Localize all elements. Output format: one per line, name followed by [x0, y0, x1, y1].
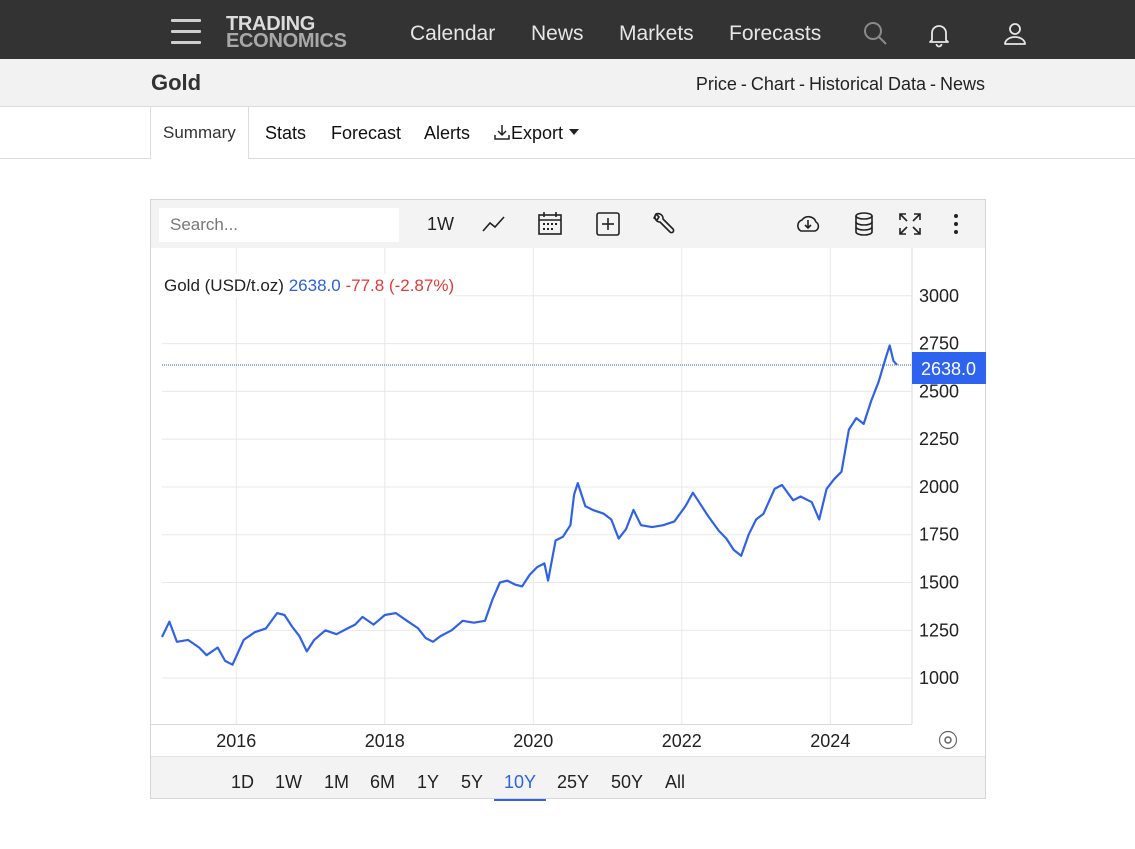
nav-calendar[interactable]: Calendar [410, 22, 496, 45]
range-selector: 1D 1W 1M 6M 1Y 5Y 10Y 25Y 50Y All [151, 756, 985, 801]
range-1d[interactable]: 1D [231, 772, 255, 792]
chart-toolbar: 1W [151, 200, 985, 248]
export-button[interactable]: Export [493, 123, 580, 144]
range-1m[interactable]: 1M [324, 772, 350, 792]
y-tick-label: 3000 [919, 286, 959, 306]
price-line [161, 344, 898, 666]
line-chart-icon[interactable] [481, 211, 507, 237]
subnav-news[interactable]: News [939, 74, 985, 94]
settings-icon[interactable] [938, 730, 958, 750]
chart-widget: 1W [150, 199, 986, 801]
range-5y[interactable]: 5Y [461, 772, 484, 792]
y-tick-label: 2500 [919, 381, 959, 401]
fullscreen-icon[interactable] [897, 211, 923, 237]
nav-markets[interactable]: Markets [619, 22, 694, 45]
x-tick-label: 2024 [810, 731, 850, 751]
range-6m[interactable]: 6M [370, 772, 396, 792]
range-all[interactable]: All [665, 772, 686, 792]
x-tick-label: 2016 [216, 731, 256, 751]
y-tick-label: 2000 [919, 477, 959, 497]
title-bar: Gold Price - Chart - Historical Data - News [0, 59, 1135, 107]
y-tick-label: 2750 [919, 334, 959, 354]
y-tick-label: 2250 [919, 429, 959, 449]
subnav-separator: - [740, 74, 747, 94]
title-sub-nav: Price - Chart - Historical Data - News [696, 74, 985, 95]
cloud-download-icon[interactable] [793, 211, 823, 237]
x-tick-label: 2020 [513, 731, 553, 751]
price-chart[interactable]: 3000 2750 2500 2250 2000 1750 1500 1250 1000 2016… [151, 248, 985, 756]
nav-forecasts[interactable]: Forecasts [729, 22, 822, 45]
interval-button[interactable]: 1W [427, 214, 454, 234]
y-tick-label: 1250 [919, 620, 959, 640]
top-nav: TRADING ECONOMICS Calendar News Markets … [0, 0, 1135, 59]
logo-line1: TRADING [226, 13, 316, 35]
page-title: Gold [151, 70, 202, 95]
logo-line2: ECONOMICS [226, 30, 347, 52]
y-tick-label: 1750 [919, 525, 959, 545]
legend-change: -77.8 (-2.87%) [345, 276, 455, 295]
tab-stats[interactable]: Stats [265, 123, 307, 143]
export-label: Export [511, 123, 564, 143]
bell-icon[interactable] [926, 22, 952, 48]
y-tick-label: 1500 [919, 573, 959, 593]
more-icon[interactable] [943, 211, 969, 237]
range-1y[interactable]: 1Y [417, 772, 440, 792]
tab-forecast[interactable]: Forecast [331, 123, 402, 143]
legend-price: 2638.0 [288, 276, 341, 295]
search-icon[interactable] [862, 20, 888, 46]
subnav-chart[interactable]: Chart [750, 74, 795, 94]
subnav-historical-data[interactable]: Historical Data [808, 74, 926, 94]
chart-legend: Gold (USD/t.oz) 2638.0 -77.8 (-2.87%) [163, 274, 456, 298]
subnav-separator: - [798, 74, 805, 94]
y-tick-label: 1000 [919, 668, 959, 688]
range-10y[interactable]: 10Y [494, 772, 547, 801]
tab-alerts[interactable]: Alerts [424, 123, 471, 143]
legend-series-name: Gold (USD/t.oz) [164, 276, 284, 295]
tab-summary[interactable]: Summary [150, 107, 249, 160]
nav-news[interactable]: News [531, 22, 584, 45]
download-icon [494, 125, 510, 140]
caret-down-icon [569, 129, 580, 135]
subnav-price[interactable]: Price [695, 74, 737, 94]
wrench-icon[interactable] [650, 211, 676, 237]
last-price-tag: 2638.0 [912, 352, 986, 384]
x-tick-label: 2018 [365, 731, 405, 751]
add-icon[interactable] [595, 211, 621, 237]
range-25y[interactable]: 25Y [557, 772, 590, 792]
range-50y[interactable]: 50Y [611, 772, 644, 792]
calendar-icon[interactable] [537, 211, 563, 237]
database-icon[interactable] [851, 211, 877, 237]
x-tick-label: 2022 [662, 731, 702, 751]
tabs-row: Summary Stats Forecast Alerts Export [0, 107, 1135, 160]
search-input[interactable] [159, 208, 399, 242]
subnav-separator: - [929, 74, 936, 94]
user-icon[interactable] [1002, 21, 1028, 47]
menu-icon[interactable] [171, 19, 201, 45]
logo[interactable]: TRADING ECONOMICS [226, 14, 347, 51]
range-1w[interactable]: 1W [275, 772, 302, 792]
